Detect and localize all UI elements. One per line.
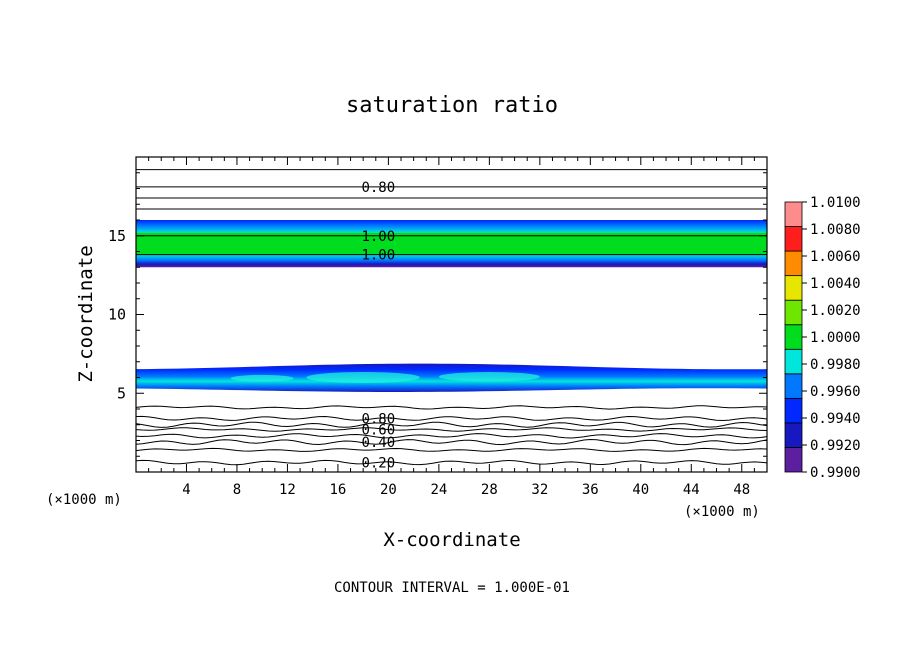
colorbar-label-4: 0.9980 — [810, 357, 861, 373]
colorbar-label-0: 0.9900 — [810, 465, 861, 481]
colorbar-label-1: 0.9920 — [810, 438, 861, 454]
contour-line-lower-7 — [136, 459, 767, 466]
contour-line-lower-2 — [136, 421, 767, 428]
colorbar-label-8: 1.0060 — [810, 249, 861, 265]
contour-line-lower-0 — [136, 405, 767, 410]
colorbar-label-9: 1.0080 — [810, 222, 861, 238]
colorbar-label-6: 1.0020 — [810, 303, 861, 319]
upper-band-bottom-gradient — [136, 254, 767, 268]
contour-label-2: 1.00 — [361, 248, 395, 264]
x-axis-ticks: 4 8 12 16 20 24 28 32 36 40 44 48 — [148, 157, 755, 498]
colorbar-swatch-9 — [784, 226, 803, 252]
x-tick-label: 24 — [430, 482, 447, 498]
colorbar-label-7: 1.0040 — [810, 276, 861, 292]
contour-line-lower-3 — [136, 427, 767, 432]
lower-band-core-1 — [438, 371, 540, 382]
x-tick-label: 20 — [380, 482, 397, 498]
colorbar-swatch-2 — [784, 397, 803, 424]
x-unit-label-right: (×1000 m) — [684, 504, 760, 520]
colorbar-swatch-4 — [784, 348, 803, 375]
colorbar-label-5: 1.0000 — [810, 330, 861, 346]
contour-label-5: 0.40 — [361, 435, 395, 451]
lower-band-core-0 — [306, 371, 420, 384]
contour-label-4: 0.60 — [361, 422, 395, 438]
x-tick-label: 32 — [531, 482, 548, 498]
lower-band-core-2 — [230, 374, 294, 382]
colorbar-swatch-0 — [784, 447, 803, 473]
x-tick-label: 4 — [182, 482, 190, 498]
colorbar-swatch-7 — [784, 275, 803, 301]
x-tick-label: 48 — [733, 482, 750, 498]
x-tick-label: 16 — [329, 482, 346, 498]
plot-fill — [136, 220, 767, 392]
colorbar-label-10: 1.0100 — [810, 195, 861, 211]
y-axis-label: Z-coordinate — [75, 245, 97, 382]
x-tick-label: 36 — [582, 482, 599, 498]
x-tick-label: 12 — [279, 482, 296, 498]
colorbar-swatch-10 — [784, 201, 803, 227]
contour-line-lower-4 — [136, 433, 767, 439]
contour-lines — [136, 169, 767, 466]
x-tick-label: 40 — [632, 482, 649, 498]
x-tick-label: 44 — [683, 482, 700, 498]
y-tick-label: 10 — [108, 306, 126, 324]
colorbar-label-3: 0.9960 — [810, 384, 861, 400]
contour-line-lower-6 — [136, 447, 767, 452]
colorbar-swatch-6 — [784, 299, 803, 326]
y-axis-ticks: 5 10 15 — [108, 172, 767, 457]
colorbar-swatch-8 — [784, 250, 803, 277]
x-axis-label: X-coordinate — [383, 529, 520, 551]
upper-band-top-gradient — [136, 220, 767, 233]
chart-title: saturation ratio — [346, 93, 558, 118]
colorbar-label-2: 0.9940 — [810, 411, 861, 427]
colorbar-swatch-3 — [784, 373, 803, 399]
x-tick-label: 8 — [233, 482, 241, 498]
colorbar-swatch-1 — [784, 422, 803, 448]
y-tick-label: 5 — [117, 384, 126, 402]
contour-line-lower-5 — [136, 438, 767, 446]
contour-label-0: 0.80 — [361, 180, 395, 196]
colorbar-swatch-5 — [784, 324, 803, 350]
contour-label-3: 0.80 — [361, 411, 395, 427]
contour-line-lower-1 — [136, 415, 767, 422]
colorbar: 0.9900 0.9920 0.9940 0.9960 0.9980 1.0000 1.00… — [784, 195, 861, 481]
footer-contour-interval: CONTOUR INTERVAL = 1.000E-01 — [334, 580, 570, 596]
x-tick-label: 28 — [481, 482, 498, 498]
contour-labels: 0.801.001.000.800.600.400.20 — [361, 180, 395, 472]
y-tick-label: 15 — [108, 227, 126, 245]
contour-label-6: 0.20 — [361, 456, 395, 472]
x-unit-label-left: (×1000 m) — [46, 492, 122, 508]
contour-label-1: 1.00 — [361, 229, 395, 245]
upper-band-core — [136, 232, 767, 255]
